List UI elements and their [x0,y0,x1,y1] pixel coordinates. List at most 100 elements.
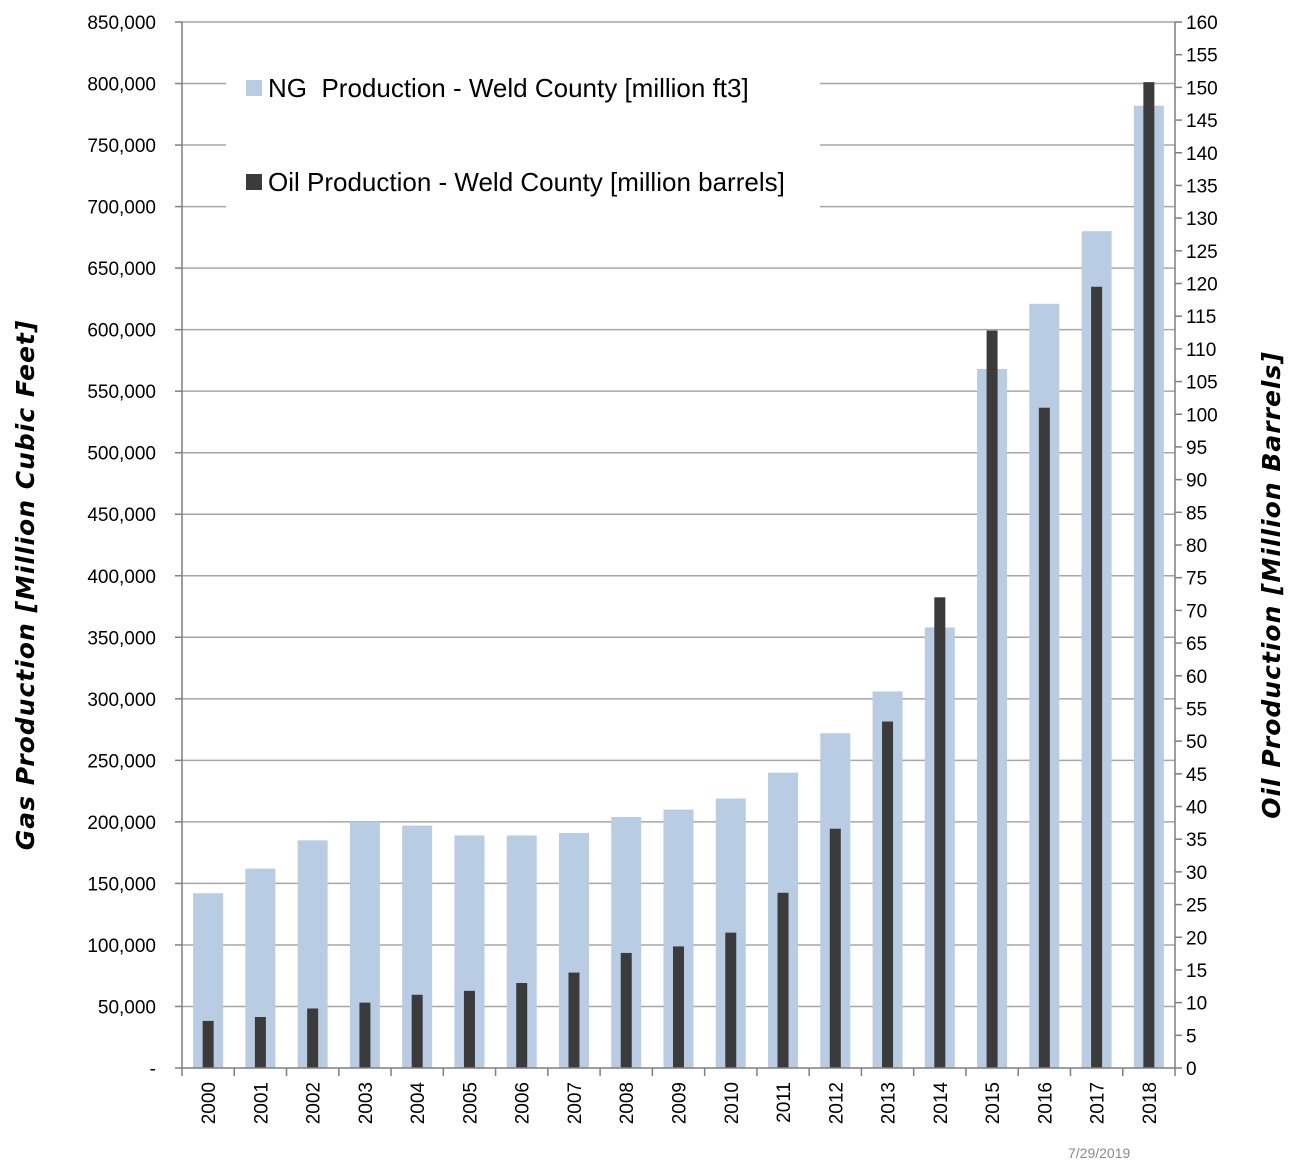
right-y-tick-label: 10 [1186,994,1207,1015]
oil-bar [934,597,946,1068]
legend-background [226,58,820,208]
right-y-tick-label: 40 [1186,798,1207,819]
oil-bars [202,82,1155,1068]
x-tick-label: 2014 [931,1082,952,1125]
oil-bar [777,892,789,1068]
right-y-tick-label: 135 [1186,176,1218,197]
x-tick-label: 2012 [826,1082,847,1124]
legend-swatch-ng [246,80,262,96]
right-y-tick-label: 25 [1186,896,1207,917]
x-tick-labels: 2000 2001 2002 2003 2004 2005 2006 2007 2008 2009… [199,1082,1161,1125]
left-y-tick-label: 200,000 [87,813,156,834]
right-y-tick-label: 55 [1186,699,1207,720]
x-tick-label: 2002 [304,1082,325,1124]
right-y-tick-label: 150 [1186,78,1218,99]
right-y-tick-label: 160 [1186,13,1218,34]
right-y-tick-labels: 0 5 10 15 20 25 30 35 40 45 50 55 60 65 70 75 80 85 90 95 10… [1186,13,1218,1080]
right-y-tick-label: 70 [1186,601,1207,622]
left-y-tick-label: 400,000 [87,567,156,588]
x-tick-label: 2013 [879,1082,900,1124]
left-y-tick-label: 550,000 [87,382,156,403]
x-tick-label: 2005 [460,1082,481,1124]
oil-bar [620,952,632,1068]
left-y-tick-label: 450,000 [87,505,156,526]
left-y-tick-label: 250,000 [87,751,156,772]
legend: NG Production - Weld County [million ft3… [226,58,820,208]
oil-bar [1038,407,1050,1068]
left-y-tick-label: 800,000 [87,75,156,96]
right-y-tick-label: 5 [1186,1026,1197,1047]
x-tick-label: 2011 [774,1082,795,1123]
left-y-tick-label: 700,000 [87,198,156,219]
right-y-tick-label: 130 [1186,209,1218,230]
left-y-tick-label: 350,000 [87,628,156,649]
right-y-tick-label: 15 [1186,961,1207,982]
ng-bars [193,105,1164,1069]
x-tick-label: 2016 [1035,1082,1056,1124]
x-tick-label: 2015 [983,1082,1004,1124]
right-y-tick-label: 115 [1186,307,1216,328]
oil-bar [254,1017,266,1068]
right-y-tick-label: 95 [1186,438,1207,459]
left-y-tick-label: 50,000 [98,997,156,1018]
right-y-tick-label: 125 [1186,242,1218,263]
oil-bar [307,1008,319,1068]
x-tick-label: 2000 [199,1082,220,1124]
right-y-tick-label: 140 [1186,144,1218,165]
x-tick-label: 2001 [251,1082,272,1124]
axes [175,21,1182,1076]
oil-bar [1143,82,1155,1068]
right-y-tick-label: 30 [1186,863,1207,884]
legend-swatch-oil [246,174,262,190]
right-y-tick-label: 145 [1186,111,1218,132]
right-y-tick-label: 65 [1186,634,1207,655]
x-tick-label: 2007 [565,1082,586,1124]
left-y-tick-label: - [150,1059,156,1080]
left-y-tick-label: 300,000 [87,690,156,711]
x-tick-label: 2006 [513,1082,534,1124]
right-y-tick-label: 45 [1186,765,1207,786]
left-axis-title: Gas Production [Million Cubic Feet] [11,320,40,851]
left-y-tick-label: 600,000 [87,321,156,342]
right-y-tick-label: 35 [1186,830,1207,851]
oil-bar [411,994,423,1068]
left-y-tick-label: 100,000 [87,936,156,957]
right-y-tick-label: 0 [1186,1059,1197,1080]
oil-bar [359,1002,371,1068]
left-y-tick-labels: - 50,000 100,000 150,000 200,000 250,000 300,0… [87,13,156,1080]
right-y-tick-label: 80 [1186,536,1207,557]
legend-label-ng: NG Production - Weld County [million ft3… [268,73,749,103]
x-tick-label: 2004 [408,1082,429,1125]
right-y-tick-label: 20 [1186,928,1207,949]
x-tick-label: 2017 [1088,1082,1109,1124]
right-y-tick-label: 110 [1186,340,1216,361]
right-y-tick-label: 90 [1186,471,1207,492]
oil-bar [986,330,998,1068]
oil-bar [202,1020,214,1068]
oil-bar [725,932,737,1068]
oil-bar [829,828,841,1068]
oil-bar [463,990,475,1068]
left-y-tick-label: 500,000 [87,444,156,465]
right-y-tick-label: 100 [1186,405,1218,426]
footer-date: 7/29/2019 [1068,1145,1130,1161]
oil-bar [568,972,580,1068]
right-y-tick-label: 60 [1186,667,1207,688]
oil-bar [1091,286,1103,1068]
legend-label-oil: Oil Production - Weld County [million ba… [268,167,785,197]
left-y-tick-label: 750,000 [87,136,156,157]
right-y-tick-label: 75 [1186,569,1207,590]
left-y-tick-label: 150,000 [87,874,156,895]
right-y-tick-label: 50 [1186,732,1207,753]
left-y-tick-label: 850,000 [87,13,156,34]
right-y-tick-label: 105 [1186,373,1218,394]
right-y-tick-label: 155 [1186,46,1218,67]
x-tick-label: 2018 [1140,1082,1161,1124]
oil-bar [673,946,684,1068]
oil-bar [516,983,528,1068]
left-y-tick-label: 650,000 [87,259,156,280]
x-tick-label: 2010 [722,1082,743,1124]
x-tick-label: 2008 [617,1082,638,1124]
right-y-tick-label: 85 [1186,503,1207,524]
